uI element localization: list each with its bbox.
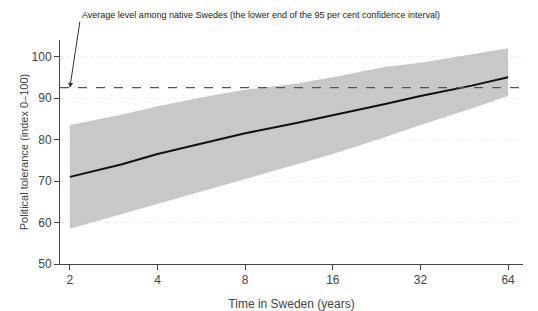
svg-text:8: 8 <box>242 273 249 287</box>
svg-text:Time in Sweden (years): Time in Sweden (years) <box>228 297 354 311</box>
svg-text:80: 80 <box>38 133 52 147</box>
svg-text:70: 70 <box>38 174 52 188</box>
svg-text:Political tolerance (index 0–1: Political tolerance (index 0–100) <box>18 74 30 231</box>
svg-text:2: 2 <box>67 273 74 287</box>
svg-text:Average level among native Swe: Average level among native Swedes (the l… <box>82 10 440 20</box>
svg-text:32: 32 <box>414 273 428 287</box>
svg-text:4: 4 <box>154 273 161 287</box>
svg-text:16: 16 <box>326 273 340 287</box>
svg-text:50: 50 <box>38 257 52 271</box>
svg-text:60: 60 <box>38 216 52 230</box>
svg-text:90: 90 <box>38 91 52 105</box>
svg-text:100: 100 <box>32 50 52 64</box>
svg-text:64: 64 <box>501 273 515 287</box>
